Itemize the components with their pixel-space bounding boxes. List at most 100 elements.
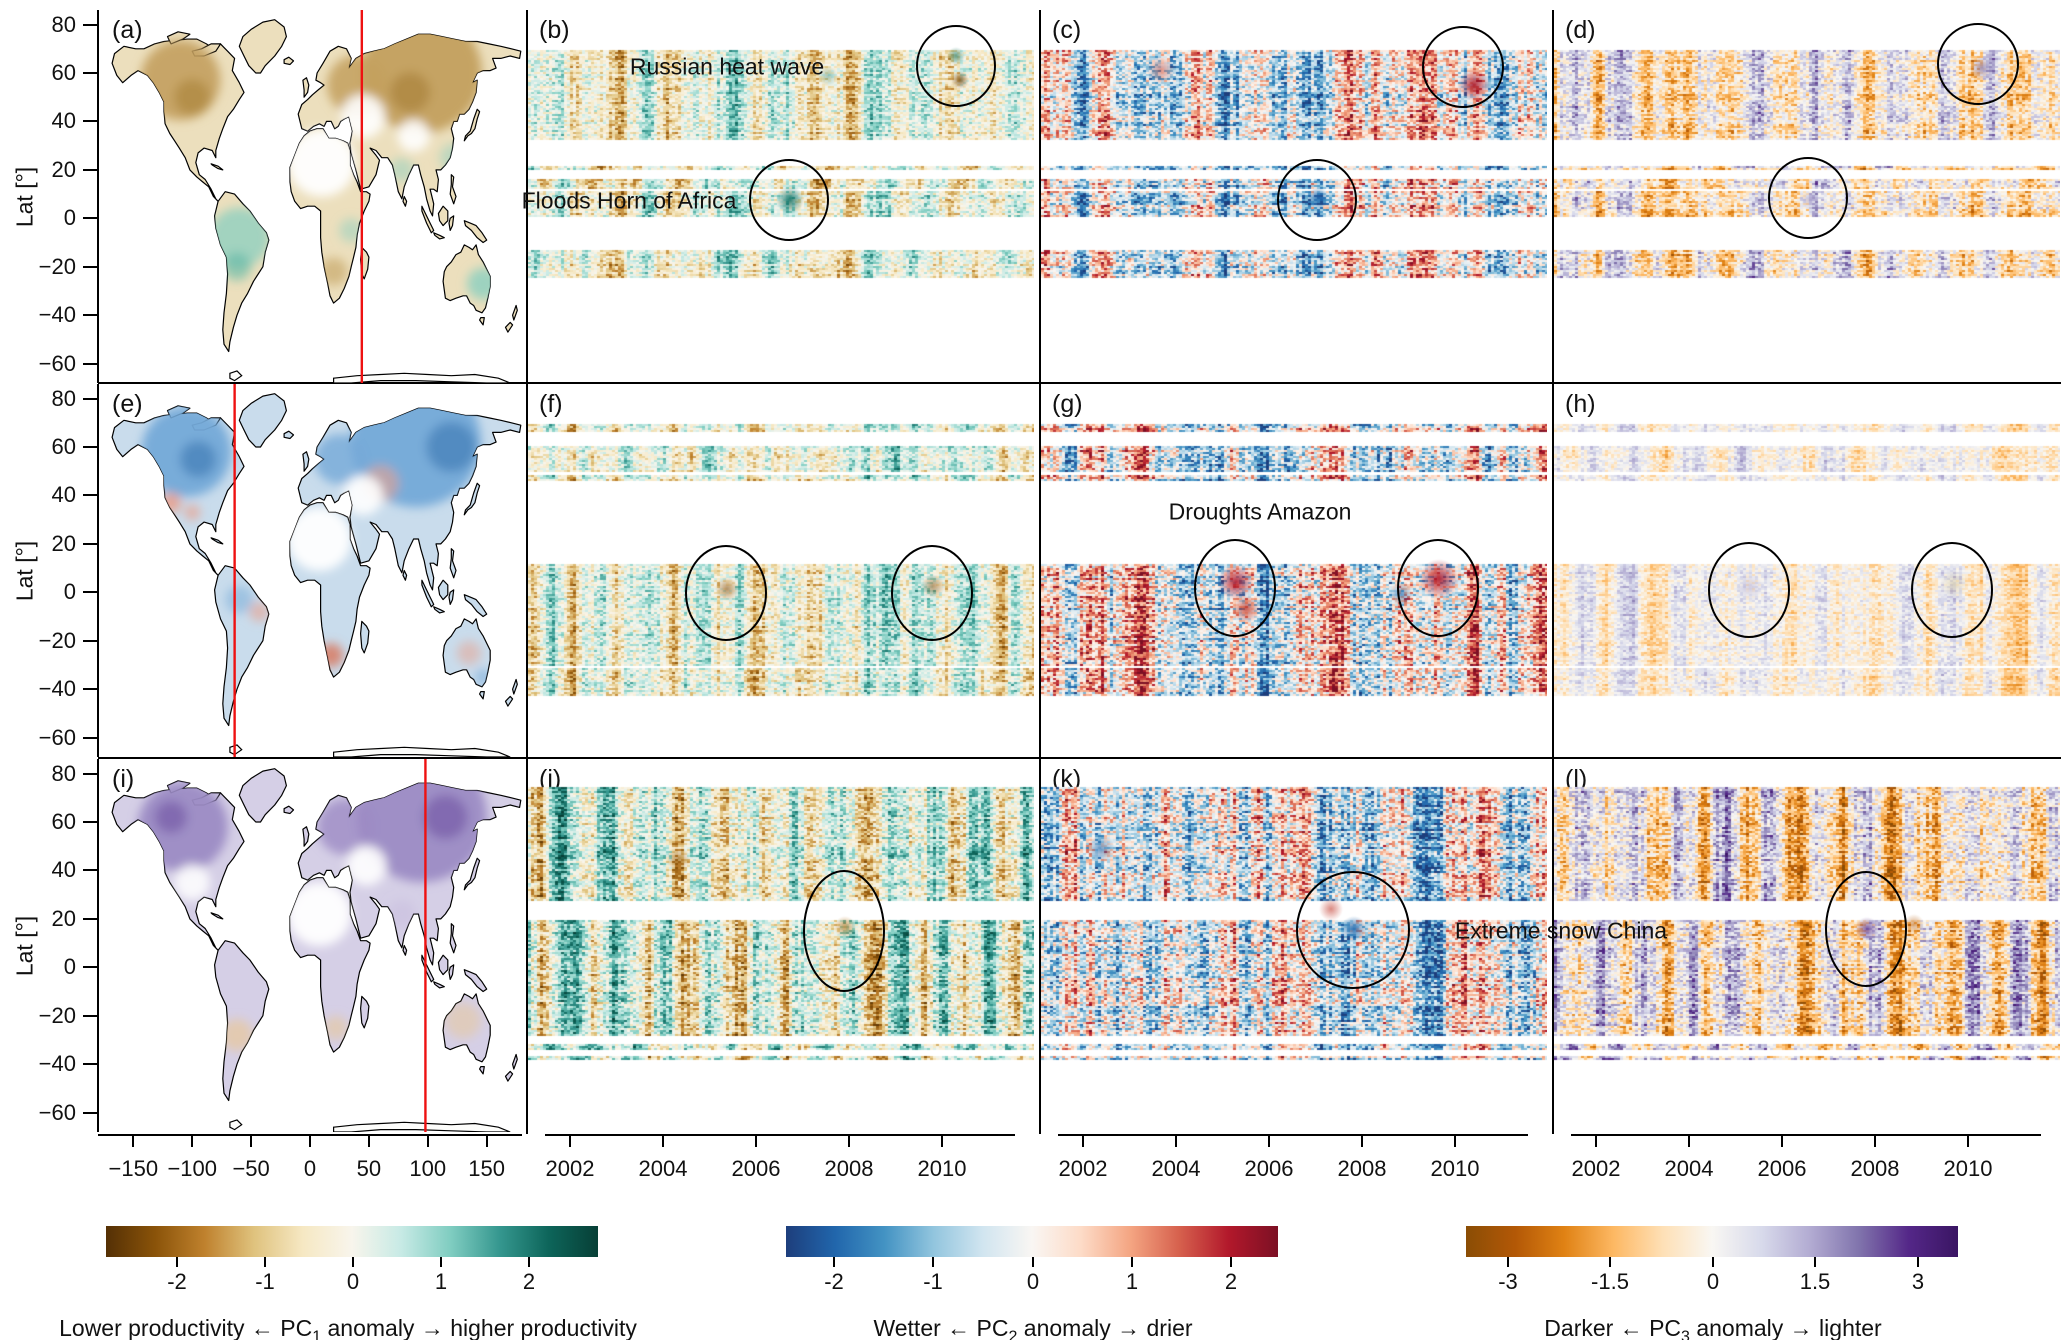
continent-outline — [421, 205, 435, 234]
hovmoller-panel-c — [1041, 10, 1547, 383]
y-axis-tick — [83, 869, 98, 872]
colorbar-tick — [932, 1257, 934, 1267]
colorbar-pc1-caption-post: anomaly → higher productivity — [321, 1315, 637, 1340]
colorbar-tick — [352, 1257, 354, 1267]
y-tick-label: 40 — [51, 108, 76, 134]
world-map-panel-row2 — [111, 384, 522, 757]
continent-outline — [302, 77, 310, 98]
hovmoller-x-tick-label: 2008 — [1337, 1156, 1387, 1181]
colorbar-tick-label: 1 — [434, 1269, 448, 1294]
colorbar-tick-label: 0 — [1706, 1269, 1720, 1294]
colorbar-tick — [176, 1257, 178, 1267]
continent-outline — [437, 954, 449, 976]
hovmoller-x-axis-tick — [1361, 1136, 1363, 1147]
colorbar-tick-label: -3 — [1498, 1269, 1518, 1294]
hovmoller-x-axis-tick — [662, 1136, 664, 1147]
map-x-axis-tick — [309, 1136, 311, 1147]
colorbar-tick-label: 3 — [1911, 1269, 1925, 1294]
continent-outline — [402, 195, 408, 207]
colorbar-pc1-gradient — [106, 1226, 598, 1257]
y-tick-label: −40 — [38, 302, 76, 328]
world-map-panel-row1 — [111, 10, 522, 383]
continent-outline — [433, 981, 445, 989]
continent-outline — [433, 606, 445, 614]
hovmoller-panel-l — [1554, 759, 2060, 1132]
y-axis-line — [97, 384, 99, 757]
y-axis-tick — [83, 71, 98, 74]
colorbar-tick — [1814, 1257, 1816, 1267]
continent-outline — [238, 19, 287, 74]
colorbar-tick-label: 1 — [1125, 1269, 1139, 1294]
continent-outline — [463, 969, 488, 993]
y-axis-tick — [83, 966, 98, 969]
continent-outline — [302, 826, 310, 847]
y-tick-label: 60 — [51, 59, 76, 85]
hovmoller-panel-g — [1041, 384, 1547, 757]
continent-outline — [302, 451, 310, 472]
colorbar-pc3-caption-pre: Darker ← PC — [1544, 1315, 1682, 1340]
continent-outline — [238, 768, 287, 823]
continent-outline — [449, 548, 457, 579]
antarctica-coast — [333, 746, 511, 757]
colorbar-pc2-gradient — [786, 1226, 1278, 1257]
hovmoller-x-axis-tick — [1781, 1136, 1783, 1147]
colorbar-tick-label: 1.5 — [1799, 1269, 1831, 1294]
hovmoller-x-tick-label: 2002 — [1571, 1156, 1621, 1181]
colorbar-tick — [1032, 1257, 1034, 1267]
hovmoller-panel-d — [1554, 10, 2060, 383]
colorbar-pc2-caption-pre: Wetter ← PC — [873, 1315, 1009, 1340]
continent-outline — [463, 594, 488, 618]
continent-outline — [512, 1053, 518, 1070]
continent-outline — [512, 678, 518, 695]
hovmoller-x-tick-label: 2006 — [731, 1156, 781, 1181]
continent-outline — [504, 321, 514, 333]
colorbar-tick — [1712, 1257, 1714, 1267]
annotation-russian-heat-wave: Russian heat wave — [629, 53, 825, 80]
y-axis-tick — [83, 445, 98, 448]
colorbar-tick — [1131, 1257, 1133, 1267]
colorbar-tick-label: -1 — [255, 1269, 275, 1294]
y-tick-label: 0 — [63, 205, 76, 231]
hovmoller-x-tick-label: 2010 — [917, 1156, 967, 1181]
continent-outline — [437, 579, 449, 601]
annotation-floods-horn-of-africa: Floods Horn of Africa — [521, 187, 737, 214]
continent-outline — [479, 691, 485, 700]
hovmoller-x-axis-tick — [755, 1136, 757, 1147]
y-tick-label: −20 — [38, 627, 76, 653]
y-tick-label: 80 — [51, 385, 76, 411]
panel-label-e: (e) — [112, 390, 143, 418]
continent-outline — [463, 857, 481, 891]
continent-outline — [504, 695, 514, 707]
y-axis-tick — [83, 1014, 98, 1017]
y-tick-label: 60 — [51, 433, 76, 459]
colorbar-tick-label: -2 — [167, 1269, 187, 1294]
y-tick-label: 60 — [51, 808, 76, 834]
antarctica-coast — [229, 1119, 243, 1131]
colorbar-tick-label: -2 — [824, 1269, 844, 1294]
hovmoller-panel-f — [528, 384, 1034, 757]
continent-outline — [463, 108, 481, 142]
y-tick-label: 80 — [51, 11, 76, 37]
antarctica-coast — [333, 1121, 511, 1132]
y-tick-label: 20 — [51, 530, 76, 556]
y-axis-tick — [83, 23, 98, 26]
hovmoller-x-tick-label: 2008 — [824, 1156, 874, 1181]
hovmoller-x-tick-label: 2004 — [1151, 1156, 1201, 1181]
y-axis-tick — [83, 1063, 98, 1066]
hovmoller-x-axis-tick — [569, 1136, 571, 1147]
colorbar-pc1-caption-pre: Lower productivity ← PC — [59, 1315, 313, 1340]
map-x-axis-tick — [132, 1136, 135, 1147]
y-axis-tick — [83, 120, 98, 123]
y-tick-label: −60 — [38, 724, 76, 750]
colorbar-tick-label: -1.5 — [1591, 1269, 1629, 1294]
y-tick-label: −60 — [38, 350, 76, 376]
hovmoller-x-axis-tick — [1175, 1136, 1177, 1147]
hovmoller-x-tick-label: 2002 — [545, 1156, 595, 1181]
colorbar-pc3-caption: Darker ← PC3 anomaly → lighter — [1303, 1315, 2067, 1340]
y-axis-tick — [83, 1111, 98, 1114]
colorbar-tick — [1609, 1257, 1611, 1267]
y-axis-title: Lat [°] — [11, 540, 38, 601]
hovmoller-x-tick-label: 2004 — [638, 1156, 688, 1181]
hovmoller-x-axis-tick — [848, 1136, 850, 1147]
